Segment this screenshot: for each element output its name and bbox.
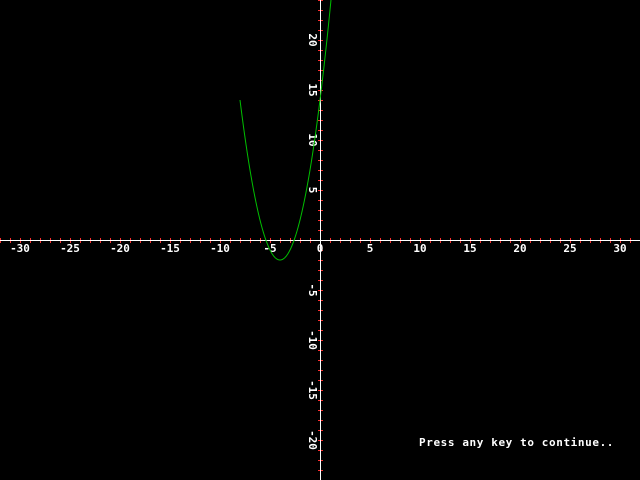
parabola-curve (239, 0, 332, 261)
y-tick-label: 10 (306, 133, 319, 146)
x-tick-label: -10 (210, 242, 230, 255)
x-tick-label: 15 (463, 242, 476, 255)
x-tick-labels: -30 -25 -20 -15 -10 -5 0 5 10 15 20 25 30 (10, 242, 627, 255)
x-tick-label: -5 (263, 242, 276, 255)
y-tick-label: 20 (306, 33, 319, 46)
continue-prompt: Press any key to continue.. (419, 436, 615, 449)
x-tick-label: 5 (367, 242, 374, 255)
x-tick-label: 0 (317, 242, 324, 255)
x-tick-label: -25 (60, 242, 80, 255)
y-tick-label: 5 (306, 187, 319, 194)
x-tick-label: 20 (513, 242, 526, 255)
x-tick-label: 25 (563, 242, 576, 255)
x-tick-label: 30 (613, 242, 626, 255)
y-tick-label: -5 (306, 283, 319, 296)
y-tick-label: -10 (306, 330, 319, 350)
x-tick-label: -15 (160, 242, 180, 255)
y-tick-label: -15 (306, 380, 319, 400)
x-tick-label: -30 (10, 242, 30, 255)
y-tick-label: -20 (306, 430, 319, 450)
y-tick-labels: -20 -15 -10 -5 5 10 15 20 (306, 33, 319, 450)
x-tick-label: -20 (110, 242, 130, 255)
x-tick-label: 10 (413, 242, 426, 255)
y-tick-label: 15 (306, 83, 319, 96)
